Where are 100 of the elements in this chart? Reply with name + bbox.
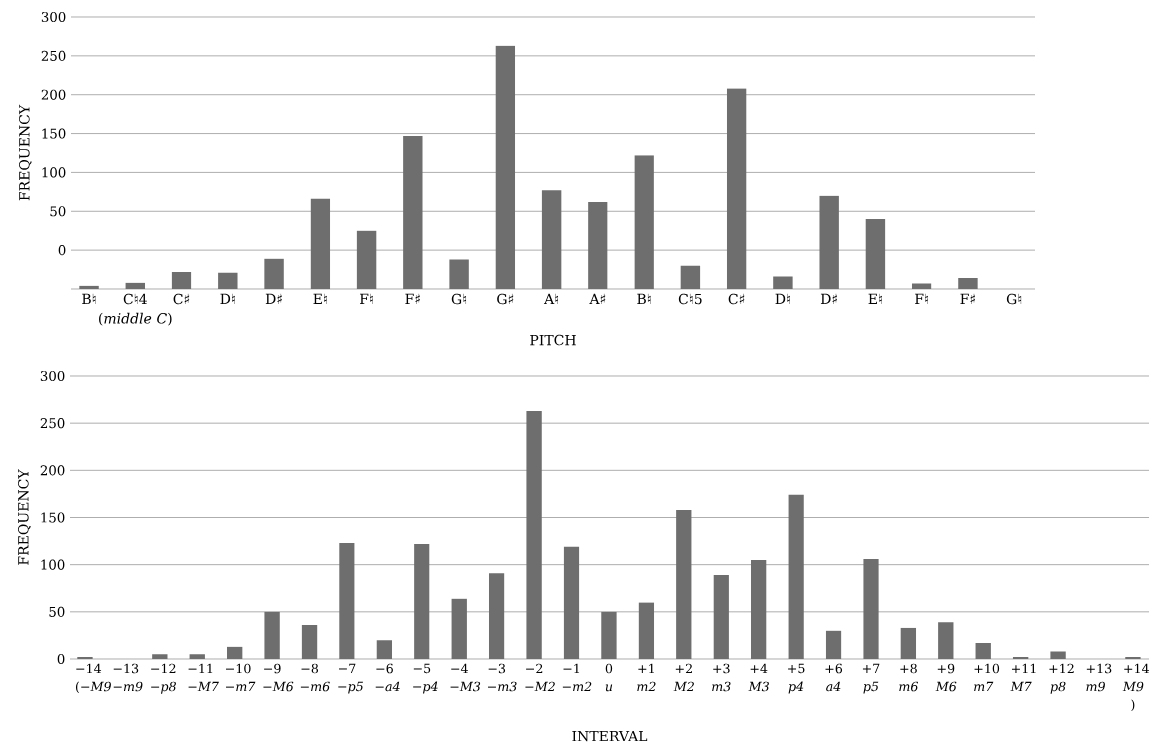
x-tick-label: +8 m6 (899, 663, 918, 692)
bar (865, 219, 886, 289)
bar (264, 258, 284, 289)
x-tick-label: +9 M6 (935, 663, 957, 692)
x-tick-label: 0 u (605, 663, 613, 692)
bar (189, 654, 205, 659)
x-tick-label: C♮5 (678, 293, 702, 305)
bar (975, 642, 991, 659)
x-tick-label: +1 m2 (637, 663, 656, 692)
x-tick-label: B♮ (82, 293, 96, 304)
y-tick-label: 100 (42, 167, 66, 178)
x-tick-label: −11 −M7 (188, 663, 219, 692)
x-tick-label: +14 M9 ) (1122, 663, 1150, 712)
bar (152, 654, 168, 659)
y-tick-label: 100 (41, 559, 65, 570)
x-tick-label: −7 −p5 (338, 663, 363, 694)
bar (588, 201, 608, 289)
x-tick-label: +12 p8 (1049, 663, 1074, 694)
y-tick-label: 0 (57, 653, 65, 665)
bar (634, 155, 654, 289)
bar (414, 543, 430, 659)
bar (863, 559, 879, 659)
x-tick-label: −4 −M3 (450, 663, 481, 692)
x-tick-label: D♯ (265, 293, 282, 304)
y-tick-label: 200 (40, 465, 65, 476)
y-tick-label: 250 (40, 418, 65, 429)
bar (713, 575, 729, 659)
x-tick-label: G♮ (1006, 293, 1022, 305)
x-tick-label: +3 m3 (712, 663, 731, 692)
x-tick-label: −12 −p8 (151, 663, 176, 694)
x-tick-label: −3 −m3 (488, 663, 517, 692)
bar (310, 198, 331, 289)
x-tick-label: −8 −m6 (300, 663, 330, 692)
x-tick-label: A♯ (589, 293, 606, 304)
bar (449, 259, 469, 289)
bar (489, 573, 505, 659)
x-tick-label: −14 (−M9 (75, 663, 111, 694)
x-tick-label: −13 −m9 (113, 663, 143, 692)
y-tick-label: 150 (41, 512, 65, 523)
x-tick-label: −10 −m7 (226, 663, 256, 692)
x-tick-label: F♯ (405, 293, 420, 304)
bar (563, 546, 580, 659)
x-axis-title: INTERVAL (572, 730, 648, 742)
y-tick-label: 150 (42, 128, 66, 139)
bar (264, 611, 280, 659)
bar (301, 625, 318, 659)
y-tick-label: 250 (41, 50, 66, 61)
bar (171, 271, 192, 289)
y-tick-label: 0 (58, 245, 66, 256)
bar (227, 646, 243, 659)
bar (376, 640, 393, 659)
bar (773, 276, 793, 289)
bar (825, 630, 842, 659)
x-tick-label: G♯ (497, 293, 514, 305)
x-tick-label: F♯ (960, 293, 976, 304)
bar (601, 611, 617, 659)
x-tick-label: D♮ (220, 293, 235, 304)
bar (403, 135, 423, 289)
bar (638, 602, 655, 659)
category-label: C♮4 (middle C) (99, 293, 172, 326)
x-tick-label: E♮ (868, 293, 882, 304)
bar (495, 45, 516, 289)
y-axis-title: FREQUENCY (18, 469, 31, 565)
bar (676, 509, 692, 659)
x-axis-title: PITCH (530, 334, 576, 346)
x-tick-label: C♯ (173, 293, 190, 305)
x-tick-label: −6 −a4 (375, 663, 400, 692)
y-tick-label: 200 (41, 89, 66, 100)
bar (819, 195, 839, 289)
y-tick-label: 300 (41, 11, 66, 23)
x-tick-label: −2 −M2 (525, 663, 555, 692)
x-tick-label: −1 −m2 (562, 663, 592, 692)
bar (750, 559, 767, 659)
bar (788, 494, 804, 659)
bar (726, 88, 747, 289)
x-tick-label: +10 m7 (974, 663, 1000, 692)
bar (900, 627, 917, 659)
bar (79, 285, 99, 289)
x-tick-label: +4 M3 (748, 663, 769, 692)
y-tick-label: 50 (49, 606, 65, 617)
bar (958, 278, 978, 289)
x-tick-label: −5 −p4 (413, 663, 438, 694)
x-tick-label: E♮ (313, 293, 327, 304)
x-tick-label: B♮ (637, 293, 651, 304)
y-axis-title: FREQUENCY (19, 104, 32, 201)
y-tick-label: 300 (40, 370, 65, 382)
x-tick-label: +11 M7 (1010, 663, 1036, 692)
bar (680, 265, 701, 289)
bar (1050, 651, 1066, 659)
bar (911, 283, 932, 289)
y-tick-label: 50 (50, 206, 66, 217)
bar (938, 622, 954, 659)
bar (541, 190, 562, 289)
bar (125, 282, 146, 289)
x-tick-label: +7 p5 (862, 663, 880, 694)
x-tick-label: C♯ (728, 293, 745, 305)
bar (526, 410, 542, 659)
bar (356, 230, 377, 289)
x-tick-label: G♮ (451, 293, 467, 305)
x-tick-label: +13 m9 (1086, 663, 1112, 692)
